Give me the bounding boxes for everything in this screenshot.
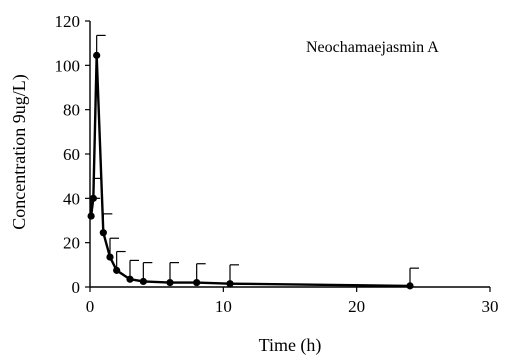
data-point <box>113 266 121 274</box>
data-point <box>89 194 97 202</box>
data-point <box>226 280 234 288</box>
data-point <box>99 229 107 237</box>
data-points <box>87 51 414 290</box>
data-point <box>139 277 147 286</box>
y-tick-label: 60 <box>63 145 80 164</box>
data-point <box>126 275 134 283</box>
x-tick-label: 10 <box>215 297 232 316</box>
y-tick-label: 40 <box>63 189 80 208</box>
data-point <box>93 51 101 59</box>
x-tick-label: 20 <box>348 297 365 316</box>
series-group <box>89 55 411 288</box>
x-axis-title: Time (h) <box>259 335 322 356</box>
y-axis-title: Concentration 9ug/L) <box>9 74 30 229</box>
data-point <box>193 278 201 287</box>
error-bars <box>90 34 419 286</box>
y-tick-label: 120 <box>55 12 81 31</box>
y-tick-label: 100 <box>55 56 81 75</box>
data-point <box>166 278 174 287</box>
y-tick-label: 0 <box>72 278 81 297</box>
x-tick-label: 30 <box>482 297 499 316</box>
data-point <box>87 212 95 220</box>
axes <box>89 21 490 288</box>
y-tick-label: 80 <box>63 101 80 120</box>
data-point <box>406 282 414 290</box>
x-tick-label: 0 <box>86 297 95 316</box>
series-line <box>89 55 411 288</box>
y-tick-label: 20 <box>63 234 80 253</box>
compound-annotation: Neochamaejasmin A <box>306 39 439 56</box>
ticks: 0 20 40 60 80 100 120 0 10 20 30 <box>55 12 499 316</box>
data-point <box>106 253 114 261</box>
